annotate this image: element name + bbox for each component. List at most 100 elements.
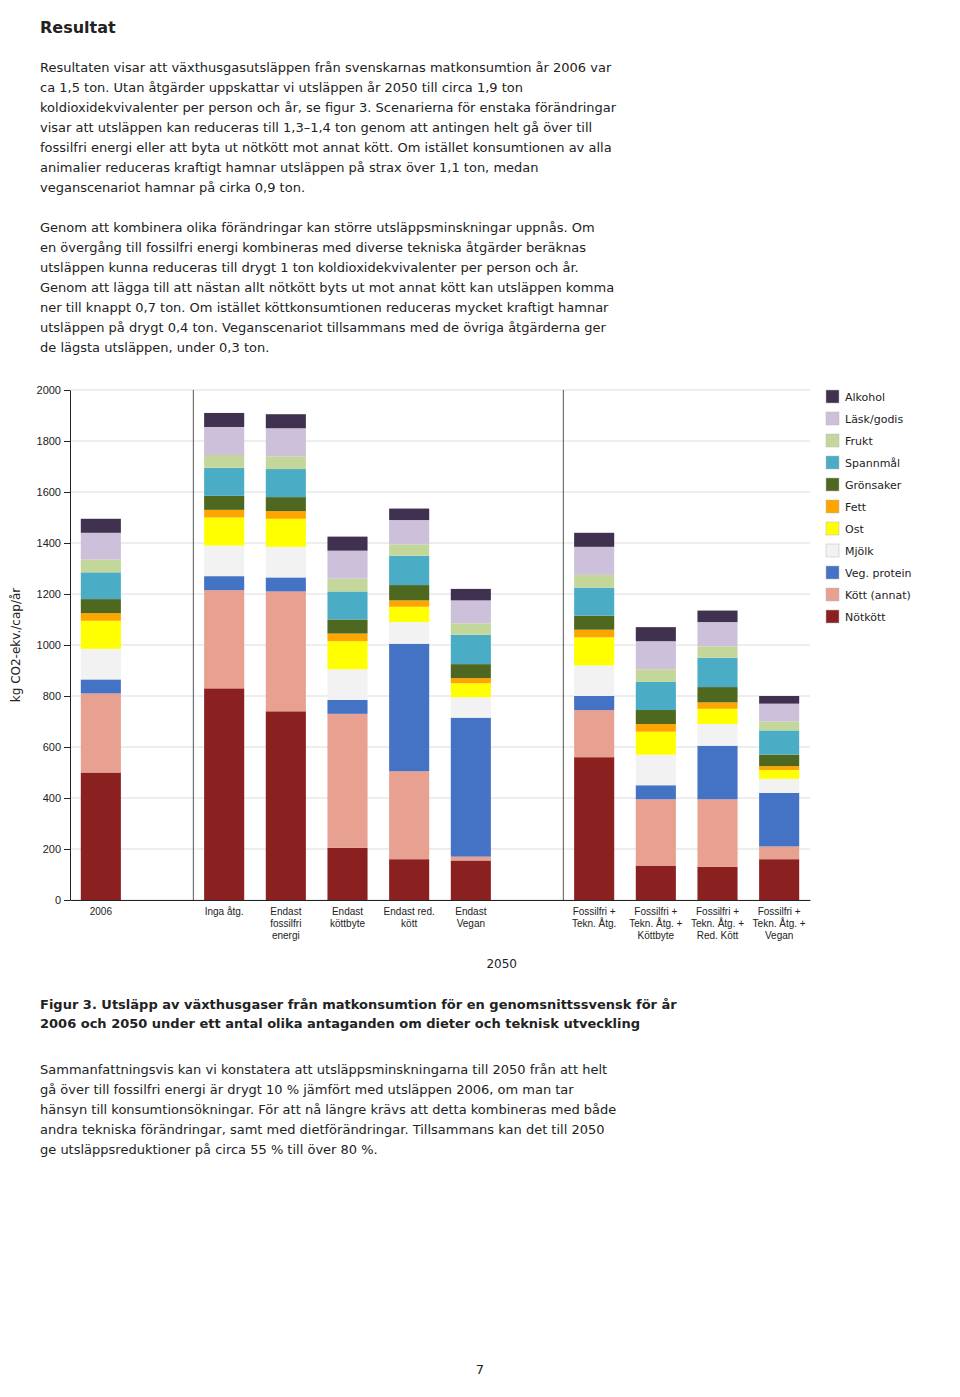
- bar: [451, 589, 491, 600]
- bar: [204, 496, 244, 510]
- y-axis-line: [70, 391, 71, 901]
- bar: [389, 600, 429, 606]
- series-10: [81, 413, 799, 704]
- x-tick-label: 2006: [90, 906, 113, 917]
- legend-item: Alkohol: [826, 390, 885, 404]
- legend-swatch: [826, 588, 839, 601]
- y-tick: 2000: [37, 384, 70, 396]
- bar: [759, 859, 799, 900]
- bar: [636, 732, 676, 755]
- y-tick-label: 600: [43, 741, 61, 753]
- y-tick: 400: [43, 792, 70, 804]
- bar: [451, 623, 491, 634]
- bar: [389, 509, 429, 520]
- separator: [563, 390, 564, 900]
- tick-label-line: köttbyte: [330, 918, 365, 929]
- annotation: 2050: [486, 957, 517, 971]
- bar: [512, 900, 552, 901]
- tick-label-line: kött: [401, 918, 417, 929]
- bar: [389, 622, 429, 644]
- bar: [697, 724, 737, 746]
- legend-item: Grönsaker: [826, 478, 902, 492]
- bar: [142, 900, 182, 901]
- y-tick-mark: [64, 849, 70, 850]
- bar: [389, 544, 429, 555]
- grid-line: [70, 390, 810, 391]
- tick-label-line: Red. Kött: [697, 930, 739, 941]
- bar: [81, 693, 121, 772]
- y-tick-mark: [64, 543, 70, 544]
- separators: [193, 390, 563, 900]
- series-2: [81, 576, 799, 857]
- bar: [574, 575, 614, 588]
- bar: [81, 613, 121, 621]
- bar: [451, 697, 491, 717]
- bar: [327, 714, 367, 848]
- legend-swatch: [826, 390, 839, 403]
- bar: [574, 665, 614, 696]
- x-tick: Inga åtg.: [205, 906, 244, 917]
- bar: [512, 900, 552, 901]
- legend-label: Spannmål: [845, 457, 900, 470]
- tick-label-line: Endast: [332, 906, 363, 917]
- bar: [574, 616, 614, 630]
- series-5: [81, 510, 799, 770]
- grid-line: [70, 441, 810, 442]
- legend-item: Frukt: [826, 434, 873, 448]
- bar: [759, 770, 799, 779]
- bar: [266, 711, 306, 900]
- bar: [697, 658, 737, 687]
- x-axis-line: [71, 900, 811, 901]
- separator: [193, 390, 194, 900]
- y-tick: 1800: [37, 435, 70, 447]
- bar: [142, 900, 182, 901]
- bar: [574, 710, 614, 757]
- grid-line: [70, 492, 810, 493]
- bar: [204, 590, 244, 688]
- y-tick-label: 200: [43, 843, 61, 855]
- bar: [327, 848, 367, 900]
- bar: [327, 669, 367, 700]
- tick-label-line: Endast: [455, 906, 486, 917]
- bar: [266, 577, 306, 591]
- bar: [451, 635, 491, 664]
- tick-label-line: Fossilfri +: [573, 906, 616, 917]
- legend-item: Kött (annat): [826, 588, 911, 602]
- y-tick-mark: [64, 645, 70, 646]
- legend-swatch: [826, 610, 839, 623]
- bar: [266, 428, 306, 456]
- bar: [142, 900, 182, 901]
- bar: [697, 867, 737, 900]
- bar: [142, 900, 182, 901]
- bar: [636, 641, 676, 669]
- bar: [451, 857, 491, 861]
- bar: [451, 718, 491, 857]
- legend-label: Ost: [845, 523, 864, 536]
- bar: [697, 746, 737, 800]
- y-axis: 0200400600800100012001400160018002000: [37, 384, 71, 906]
- y-tick: 200: [43, 843, 70, 855]
- y-tick-mark: [64, 441, 70, 442]
- bar: [142, 900, 182, 901]
- bar: [81, 649, 121, 680]
- tick-label-line: Endast red.: [384, 906, 435, 917]
- tick-label-line: Fossilfri +: [758, 906, 801, 917]
- legend-label: Fett: [845, 501, 867, 514]
- series-9: [81, 427, 799, 722]
- legend-item: Läsk/godis: [826, 412, 903, 426]
- y-tick-mark: [64, 390, 70, 391]
- y-tick: 1400: [37, 537, 70, 549]
- heading: Resultat: [40, 18, 116, 38]
- y-tick: 600: [43, 741, 70, 753]
- series-8: [81, 455, 799, 730]
- y-axis-title: kg CO2-ekv./cap/år: [9, 588, 23, 702]
- bar: [697, 611, 737, 622]
- legend: Alkohol Läsk/godis Frukt Spannmål Grönsaker F…: [826, 390, 912, 624]
- bar: [389, 859, 429, 900]
- bar: [204, 576, 244, 590]
- bar: [142, 900, 182, 901]
- bar: [759, 730, 799, 754]
- series-7: [81, 468, 799, 755]
- bar: [81, 679, 121, 693]
- bar: [636, 866, 676, 900]
